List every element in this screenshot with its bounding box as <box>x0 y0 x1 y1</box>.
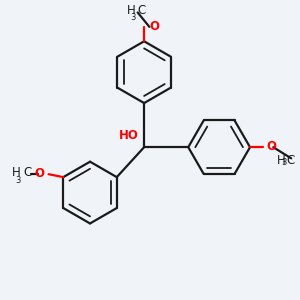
Text: O: O <box>149 20 159 33</box>
Text: C: C <box>138 4 146 17</box>
Text: 3: 3 <box>281 158 286 167</box>
Text: 3: 3 <box>15 176 21 185</box>
Text: H: H <box>127 4 135 17</box>
Text: HO: HO <box>119 129 139 142</box>
Text: H: H <box>277 154 286 167</box>
Text: H: H <box>12 166 21 179</box>
Text: O: O <box>267 140 277 153</box>
Text: C: C <box>287 154 295 167</box>
Text: O: O <box>34 167 44 180</box>
Text: C: C <box>24 166 32 179</box>
Text: 3: 3 <box>130 13 135 22</box>
